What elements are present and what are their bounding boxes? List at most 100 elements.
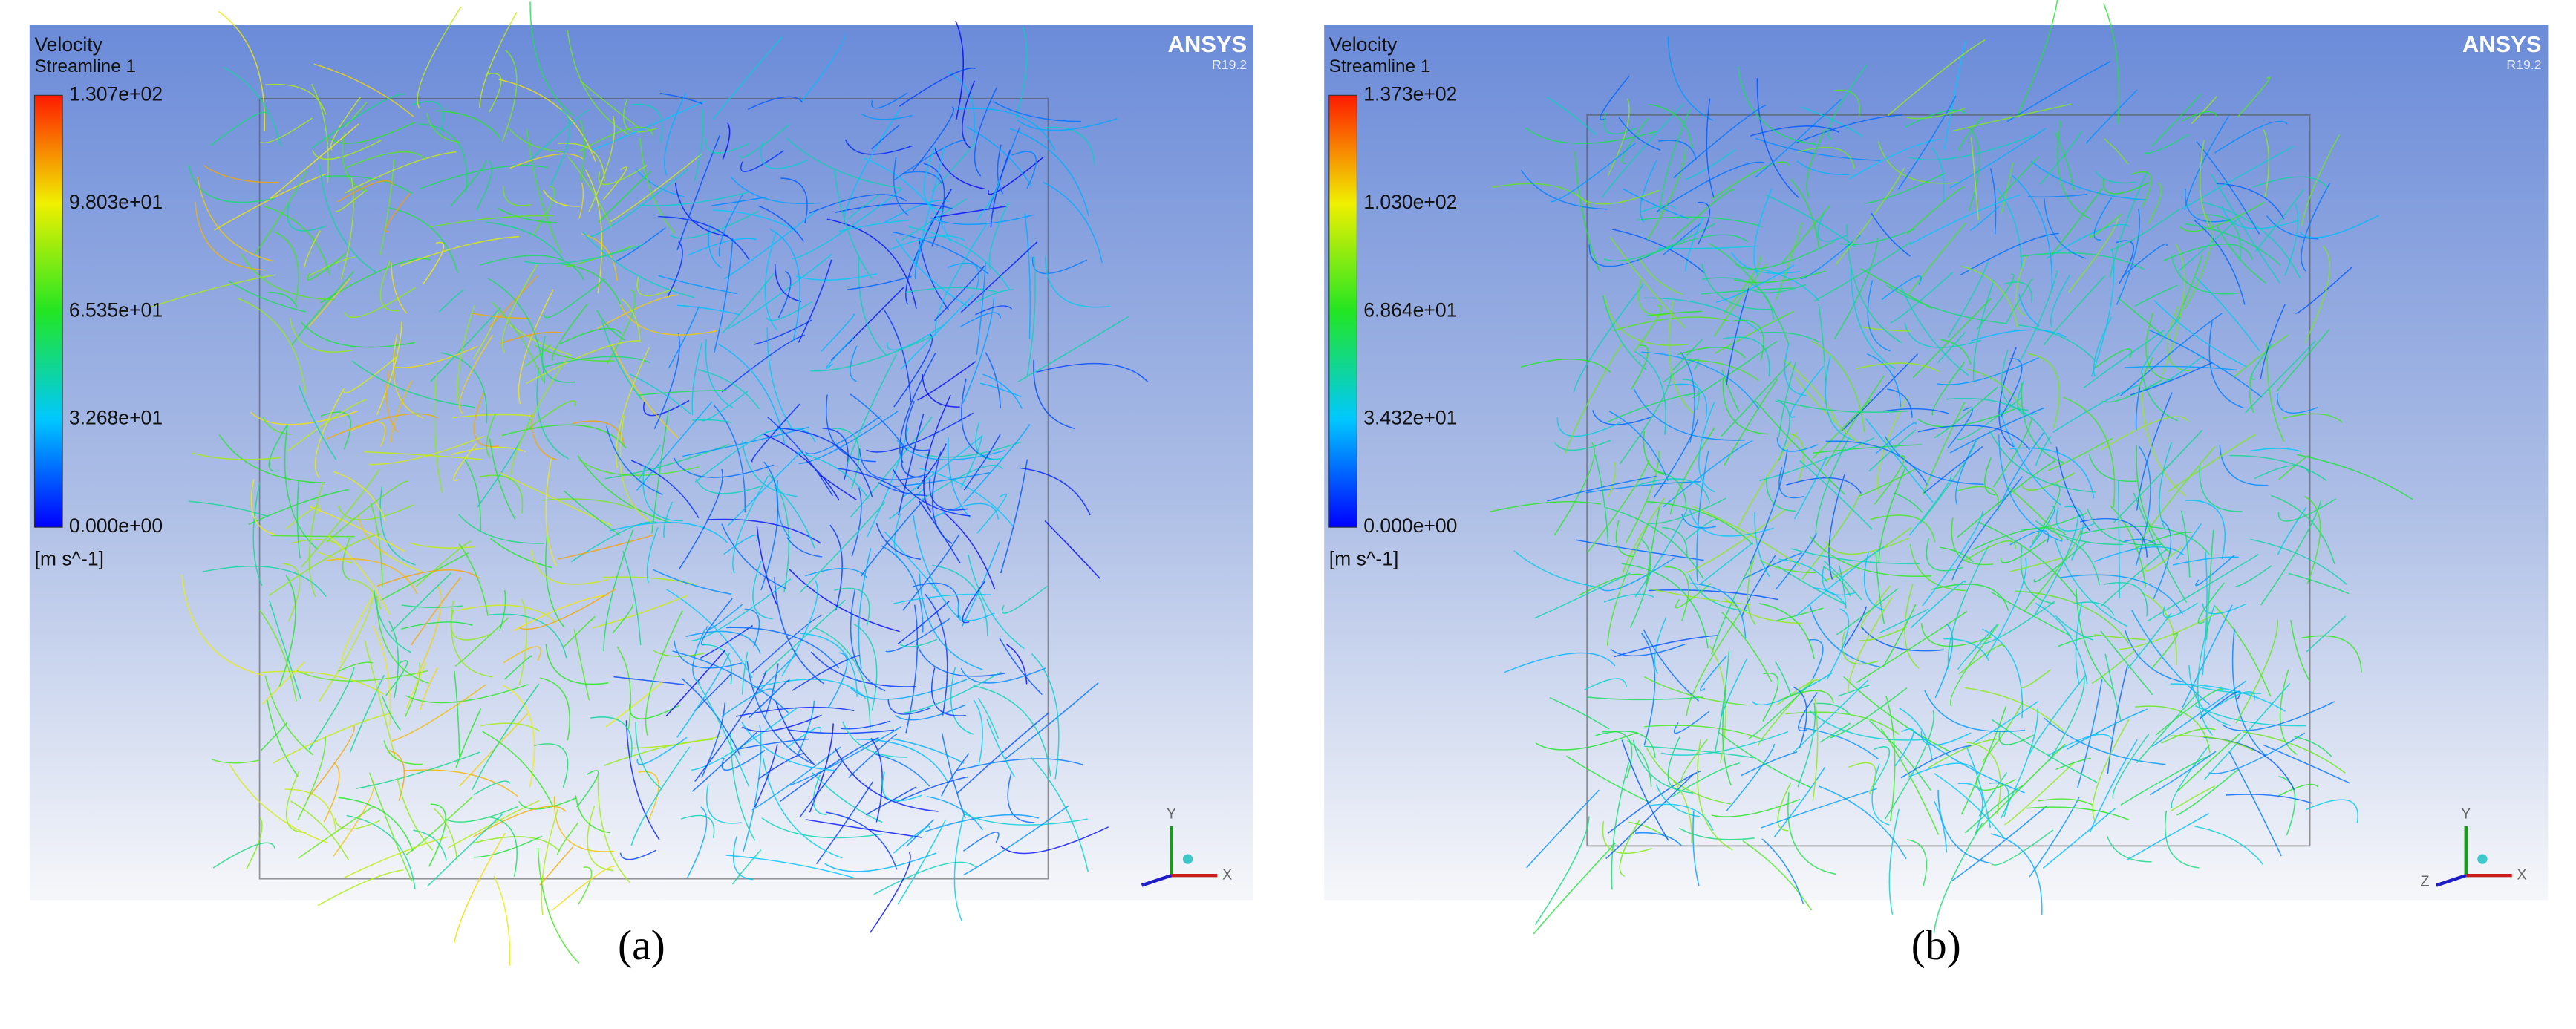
streamline (1011, 151, 1037, 189)
streamline (722, 122, 731, 160)
streamline (2199, 466, 2243, 512)
streamline (2141, 373, 2178, 422)
streamline (805, 568, 868, 579)
streamline (1692, 340, 1778, 399)
streamline (2288, 572, 2350, 595)
streamline (884, 310, 912, 402)
streamline (1668, 301, 1693, 414)
streamline (1825, 356, 1855, 441)
streamline (578, 126, 654, 153)
streamline (2151, 680, 2246, 748)
streamline (376, 321, 402, 415)
streamline (284, 788, 337, 833)
streamline (526, 108, 590, 163)
streamline (897, 601, 950, 645)
streamline (1972, 280, 1995, 383)
streamline (821, 313, 855, 353)
streamline (2260, 304, 2286, 379)
streamline (430, 307, 501, 382)
streamline (1842, 631, 1879, 665)
streamline (696, 679, 750, 787)
streamline (619, 415, 652, 523)
streamline (931, 667, 966, 716)
streamline (1641, 234, 1748, 259)
streamline (923, 146, 943, 212)
streamline (601, 320, 642, 400)
streamline (2147, 554, 2259, 622)
streamline (1640, 160, 1657, 223)
streamline (2136, 691, 2200, 764)
streamline (1526, 789, 1600, 869)
streamline (1957, 460, 2056, 538)
streamline (1761, 838, 1804, 904)
streamline (1747, 553, 1756, 626)
streamline (825, 336, 854, 370)
axis-z (1141, 874, 1173, 887)
streamline (405, 796, 473, 855)
streamline (1871, 763, 1890, 826)
streamline (721, 523, 786, 589)
streamline (1846, 224, 1902, 344)
streamline (1793, 679, 1869, 754)
streamline (473, 780, 511, 796)
streamline (963, 832, 1000, 852)
streamline (500, 331, 564, 344)
streamline (1598, 556, 1676, 592)
streamline (1017, 117, 1118, 131)
streamline (1002, 586, 1048, 614)
streamline (1635, 478, 1711, 504)
streamline (373, 590, 411, 653)
streamline (2168, 735, 2254, 751)
streamline (519, 588, 617, 630)
streamline (2124, 365, 2237, 371)
streamline (1547, 475, 1657, 502)
streamline (613, 676, 685, 685)
streamline (1646, 500, 1754, 546)
streamline (1534, 572, 1631, 619)
streamline (1680, 738, 1709, 784)
streamline (577, 455, 672, 524)
streamline (1643, 745, 1754, 759)
streamline (2235, 620, 2279, 724)
streamline (509, 153, 584, 169)
streamline (1947, 546, 1989, 670)
streamline (1019, 467, 1091, 516)
streamline (944, 512, 996, 589)
streamline (308, 482, 324, 598)
streamline (1632, 739, 1693, 794)
streamline (1044, 255, 1111, 308)
streamline (223, 66, 281, 147)
streamline (933, 205, 1008, 218)
streamline (1591, 410, 1654, 425)
streamline (1961, 265, 2018, 328)
streamline (1798, 692, 1818, 731)
streamline (2149, 356, 2204, 387)
streamline (503, 186, 531, 206)
streamline (364, 451, 483, 460)
streamline (740, 150, 784, 173)
streamline (2092, 719, 2130, 821)
streamline (1654, 470, 1687, 507)
streamline (701, 702, 725, 778)
streamline (1937, 789, 1992, 864)
streamline (2300, 215, 2379, 238)
streamline (1733, 270, 1826, 284)
streamline (2185, 223, 2281, 266)
streamline (1879, 608, 1929, 633)
streamline (2195, 555, 2235, 587)
caption: (a) (618, 922, 665, 969)
streamline (824, 852, 937, 872)
streamline (383, 740, 423, 765)
streamline (1787, 792, 1836, 875)
streamline (1675, 583, 1712, 609)
streamline (1934, 773, 2005, 839)
streamline (2089, 739, 2138, 833)
streamline (2001, 432, 2045, 503)
streamline (1775, 222, 1803, 300)
streamline (1573, 284, 1644, 393)
streamline (2136, 392, 2173, 511)
streamline (931, 451, 953, 544)
streamline (1758, 331, 1821, 343)
axis-label: X (2517, 866, 2526, 883)
streamline (624, 736, 721, 749)
